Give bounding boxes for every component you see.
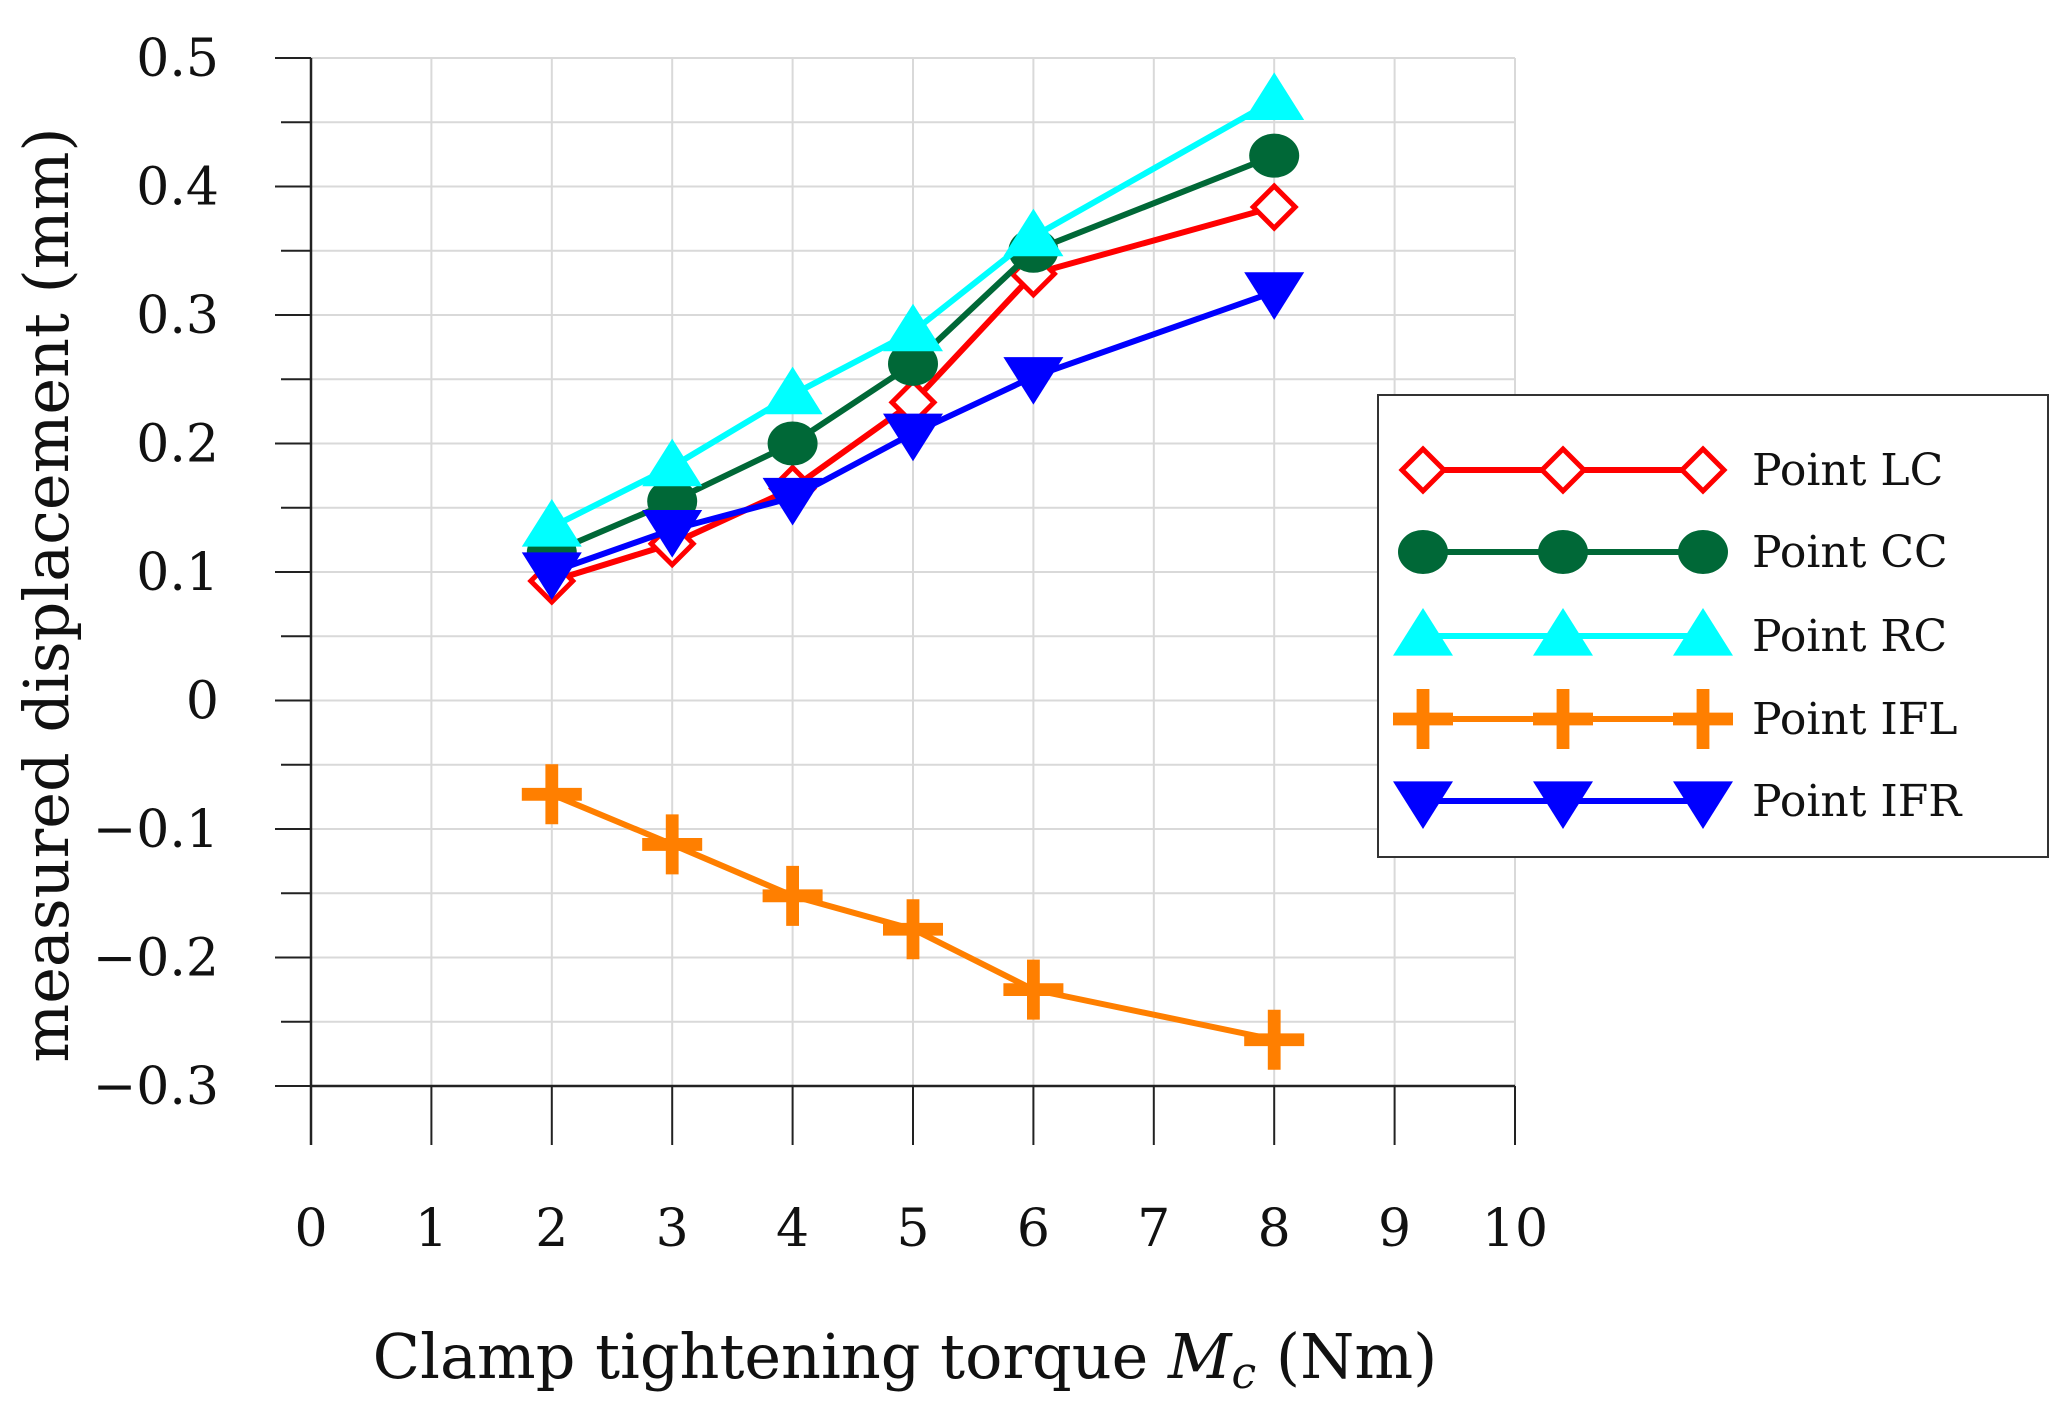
y-tick-label: 0.3: [136, 286, 219, 346]
data-point: [1003, 357, 1064, 405]
legend-marker: [1538, 445, 1588, 495]
legend-marker: [1538, 530, 1588, 574]
legend-label: Point LC: [1752, 445, 1943, 496]
legend-label: Point CC: [1752, 527, 1948, 578]
data-point: [762, 477, 823, 526]
legend: Point LC Point CC Point RC Point IFL Point I…: [1377, 394, 2049, 858]
y-tick-label: −0.1: [93, 800, 219, 860]
x-tick-label: 2: [535, 1199, 568, 1259]
legend-marker: [1533, 608, 1593, 656]
legend-marker: [1398, 530, 1448, 574]
x-tick-label: 0: [294, 1199, 327, 1259]
y-tick-label: 0.2: [136, 415, 219, 475]
legend-item: Point RC: [1393, 608, 1947, 662]
x-axis-ticks: 0 1 2 3 4 5 6 7 8 9 10: [294, 1086, 1548, 1259]
series-point-rc: [521, 72, 1305, 547]
data-point: [521, 499, 582, 547]
data-point: [883, 413, 943, 462]
data-point: [888, 341, 938, 386]
x-tick-label: 7: [1137, 1199, 1170, 1259]
data-point: [1249, 182, 1299, 232]
x-tick-label: 10: [1482, 1199, 1548, 1259]
legend-label: Point IFR: [1752, 776, 1963, 827]
series-point-ifl: [521, 764, 1305, 1070]
y-tick-label: 0: [186, 672, 219, 732]
legend-label: Point RC: [1752, 611, 1947, 662]
data-point: [1244, 272, 1305, 320]
x-tick-label: 8: [1258, 1199, 1291, 1259]
series-line: [550, 289, 1276, 575]
x-axis-title-unit: (Nm): [1256, 1320, 1437, 1393]
x-tick-label: 1: [415, 1199, 448, 1259]
series-point-cc: [526, 133, 1300, 575]
y-tick-label: 0.5: [136, 29, 219, 89]
data-point: [883, 303, 943, 352]
data-point: [642, 438, 703, 487]
x-axis-title-subscript: c: [1232, 1348, 1257, 1399]
data-point: [1003, 959, 1064, 1020]
legend-item: Point LC: [1398, 445, 1943, 496]
data-point: [521, 552, 582, 600]
series-point-ifr: [521, 272, 1305, 600]
series-line: [550, 791, 1275, 1043]
legend-marker: [1533, 781, 1593, 829]
legend-marker: [1398, 445, 1448, 495]
legend-marker: [1673, 608, 1733, 656]
x-tick-label: 3: [656, 1199, 689, 1259]
data-point: [762, 865, 823, 926]
data-point: [1244, 1009, 1305, 1070]
series-group: [521, 72, 1305, 1070]
legend-item: Point IFR: [1393, 776, 1963, 829]
y-axis-title: measured displacement (mm): [10, 127, 83, 1062]
data-point: [1003, 208, 1064, 257]
legend-item: Point IFL: [1393, 689, 1958, 749]
data-point: [883, 899, 943, 960]
legend-marker: [1673, 689, 1733, 749]
y-tick-label: −0.3: [93, 1057, 219, 1117]
series-line: [550, 204, 1276, 584]
y-tick-label: 0.1: [136, 543, 219, 603]
x-tick-label: 5: [896, 1199, 929, 1259]
legend-item: Point CC: [1398, 527, 1948, 578]
x-tick-label: 9: [1378, 1199, 1411, 1259]
legend-marker: [1393, 781, 1453, 829]
x-axis-title-symbol: M: [1167, 1320, 1233, 1393]
data-point: [1244, 72, 1305, 121]
data-point: [1249, 133, 1300, 178]
legend-marker: [1393, 689, 1453, 749]
legend-marker: [1533, 689, 1593, 749]
data-point: [521, 764, 582, 825]
data-point: [642, 814, 703, 875]
x-axis-title: Clamp tightening torque Mc (Nm): [373, 1320, 1438, 1399]
data-point: [762, 366, 823, 415]
legend-marker: [1393, 608, 1453, 656]
legend-label: Point IFL: [1752, 694, 1958, 745]
legend-marker: [1678, 530, 1728, 574]
y-tick-label: −0.2: [93, 929, 219, 989]
data-point: [642, 509, 703, 558]
legend-marker: [1678, 445, 1728, 495]
y-axis-ticks: −0.3 −0.2 −0.1 0 0.1 0.2 0.3 0.4 0.5: [93, 29, 311, 1117]
y-tick-label: 0.4: [136, 158, 219, 218]
x-tick-label: 4: [776, 1199, 809, 1259]
x-tick-label: 6: [1017, 1199, 1050, 1259]
x-axis-title-main: Clamp tightening torque: [373, 1320, 1168, 1393]
legend-marker: [1673, 781, 1733, 829]
data-point: [767, 421, 818, 466]
